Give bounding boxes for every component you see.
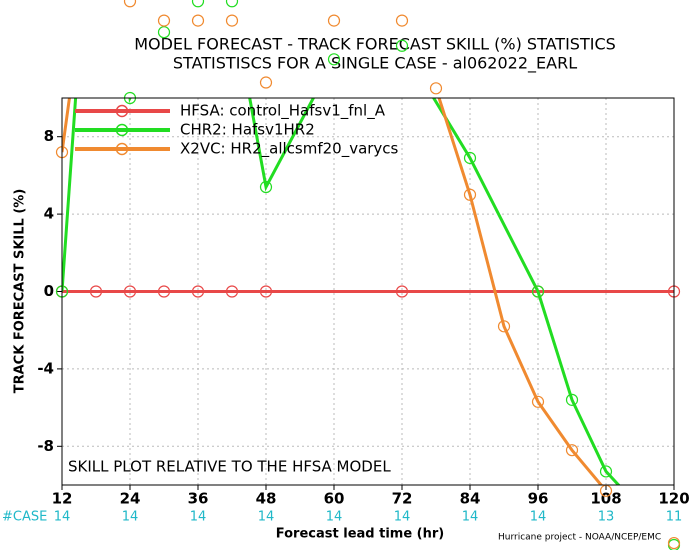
case-count: 14 bbox=[394, 510, 411, 525]
case-count: 11 bbox=[666, 510, 683, 525]
series-line bbox=[62, 98, 604, 485]
data-point bbox=[191, 0, 205, 8]
case-count: 14 bbox=[258, 510, 275, 525]
data-point bbox=[565, 444, 579, 457]
case-label: #CASE bbox=[2, 510, 47, 525]
data-point bbox=[157, 26, 171, 39]
data-point bbox=[429, 82, 443, 95]
data-point bbox=[395, 285, 409, 298]
series-line bbox=[62, 98, 621, 485]
x-tick-label: 72 bbox=[392, 490, 413, 508]
data-point bbox=[225, 14, 239, 27]
data-point bbox=[531, 285, 545, 298]
case-count: 14 bbox=[530, 510, 547, 525]
data-point bbox=[157, 285, 171, 298]
legend-label: CHR2: Hafsv1HR2 bbox=[180, 121, 315, 139]
x-tick-label: 12 bbox=[52, 490, 73, 508]
x-tick-label: 48 bbox=[256, 490, 277, 508]
y-tick-label: 8 bbox=[44, 127, 54, 145]
data-point bbox=[89, 285, 103, 298]
legend-marker bbox=[115, 142, 129, 156]
x-tick-label: 96 bbox=[528, 490, 549, 508]
data-point bbox=[123, 285, 137, 298]
data-point bbox=[531, 395, 545, 408]
data-point bbox=[259, 76, 273, 89]
data-point bbox=[395, 39, 409, 52]
x-tick-label: 120 bbox=[658, 490, 689, 508]
legend-marker bbox=[115, 104, 129, 118]
y-tick-label: 4 bbox=[44, 205, 54, 223]
data-point bbox=[225, 285, 239, 298]
case-count: 14 bbox=[122, 510, 139, 525]
case-count: 14 bbox=[54, 510, 71, 525]
annotation: SKILL PLOT RELATIVE TO THE HFSA MODEL bbox=[68, 458, 391, 476]
data-point bbox=[463, 188, 477, 201]
y-tick-label: -8 bbox=[37, 437, 54, 455]
data-point bbox=[259, 285, 273, 298]
data-point bbox=[225, 0, 239, 8]
data-point bbox=[599, 465, 613, 478]
case-count: 14 bbox=[462, 510, 479, 525]
data-point bbox=[191, 14, 205, 27]
x-tick-label: 24 bbox=[120, 490, 141, 508]
x-tick-label: 36 bbox=[188, 490, 209, 508]
data-point bbox=[157, 14, 171, 27]
y-tick-label: 0 bbox=[44, 282, 54, 300]
case-count: 14 bbox=[326, 510, 343, 525]
data-point bbox=[667, 536, 681, 550]
data-point bbox=[463, 151, 477, 165]
plot-lines bbox=[62, 98, 674, 485]
case-count: 13 bbox=[598, 510, 615, 525]
data-point bbox=[327, 53, 341, 66]
data-point bbox=[565, 393, 579, 406]
x-tick-label: 60 bbox=[324, 490, 345, 508]
data-point bbox=[259, 180, 273, 194]
x-tick-label: 84 bbox=[460, 490, 481, 508]
chart-subtitle: STATISTISCS FOR A SINGLE CASE - al062022… bbox=[173, 54, 577, 74]
legend-label: X2VC: HR2_allcsmf20_varycs bbox=[180, 140, 399, 159]
x-tick-label: 108 bbox=[590, 490, 621, 508]
y-axis-label: TRACK FORECAST SKILL (%) bbox=[13, 189, 28, 394]
data-point bbox=[395, 14, 409, 27]
y-tick-label: -4 bbox=[37, 359, 54, 377]
chart-title: MODEL FORECAST - TRACK FORECAST SKILL (%… bbox=[134, 35, 616, 54]
data-point bbox=[191, 285, 205, 298]
plot-frame bbox=[61, 97, 675, 486]
data-point bbox=[497, 320, 511, 333]
footer: Hurricane project - NOAA/NCEP/EMC bbox=[498, 533, 661, 543]
legend-label: HFSA: control_Hafsv1_fnl_A bbox=[180, 102, 386, 121]
case-count: 14 bbox=[190, 510, 207, 525]
legend-marker bbox=[115, 123, 129, 137]
data-point bbox=[327, 14, 341, 27]
x-axis-label: Forecast lead time (hr) bbox=[276, 527, 444, 542]
data-point bbox=[123, 0, 137, 8]
